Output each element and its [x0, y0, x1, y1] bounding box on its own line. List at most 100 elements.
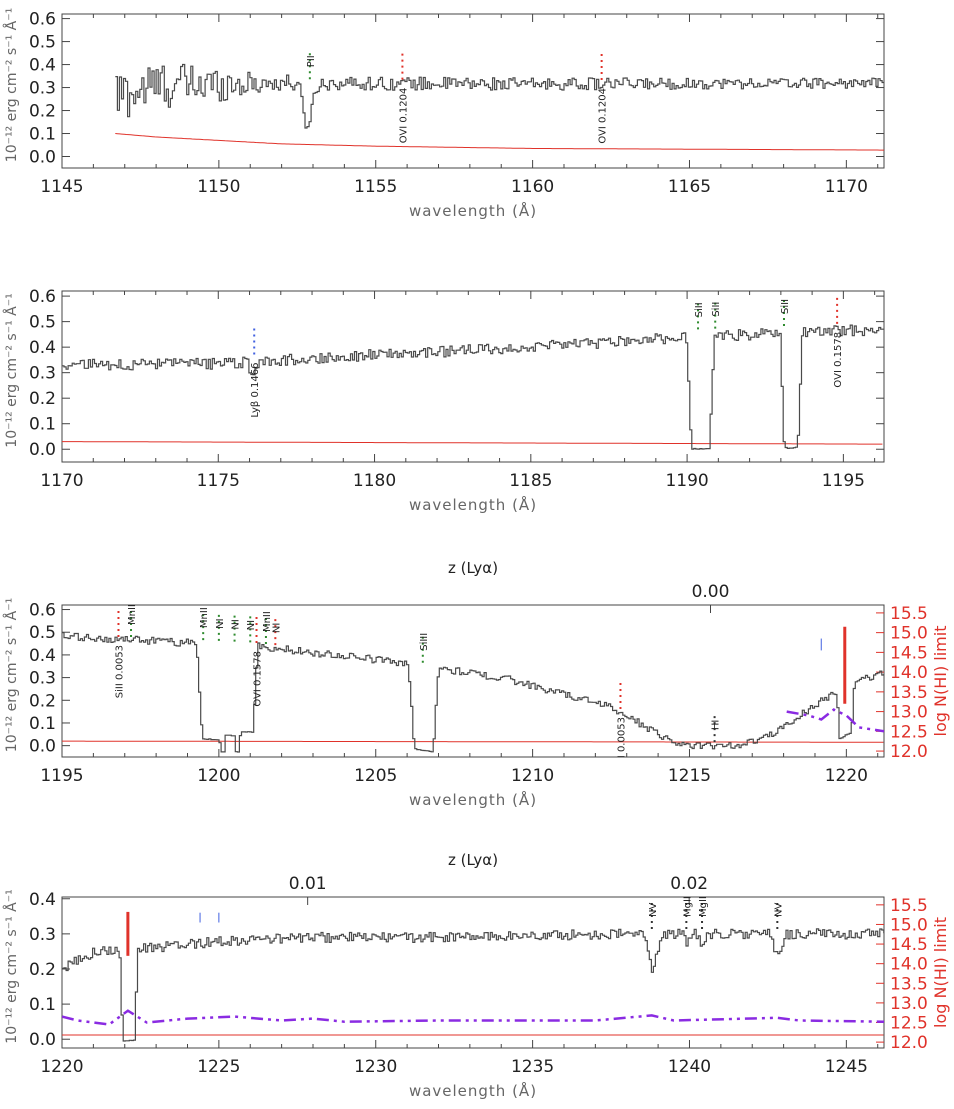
line-id-label: MnII [199, 607, 210, 628]
x-tick-label: 1245 [825, 1057, 868, 1077]
y-axis-label: 10⁻¹² erg cm⁻² s⁻¹ Å⁻¹ [3, 889, 20, 1043]
y-tick-label: 0.3 [29, 669, 56, 689]
x-tick-label: 1220 [825, 766, 868, 786]
error-spectrum [62, 441, 883, 445]
y-tick-label: 0.4 [29, 890, 56, 910]
x-tick-label: 1230 [354, 1057, 397, 1077]
line-id-label: PII [306, 55, 317, 67]
line-id-label: MnII [127, 604, 138, 625]
line-id-label: OVI 0.1204 [398, 88, 409, 144]
line-id-label: NI [246, 620, 257, 630]
y-tick-label: 0.2 [29, 102, 56, 122]
y-tick-label: 0.6 [29, 601, 56, 621]
y-tick-label: 0.2 [29, 691, 56, 711]
top-axis-label: z (Lyα) [448, 559, 498, 577]
y-tick-label: 0.2 [29, 960, 56, 980]
line-id-label: SiII [780, 299, 791, 314]
x-tick-label: 1170 [825, 177, 868, 197]
x-tick-label: 1195 [40, 766, 83, 786]
flux-spectrum [62, 928, 884, 1042]
error-spectrum [115, 133, 884, 151]
nhi-limit-model [786, 708, 884, 733]
x-tick-label: 1195 [822, 471, 865, 491]
line-id-label: MgII [698, 896, 709, 917]
error-spectrum [62, 740, 884, 743]
x-tick-label: 1225 [197, 1057, 240, 1077]
x-tick-label: 1210 [511, 766, 554, 786]
y-tick-label: 0.5 [29, 33, 56, 53]
flux-spectrum [62, 632, 884, 753]
y-tick-label: 0.4 [29, 646, 56, 666]
x-tick-label: 1190 [665, 471, 708, 491]
y-tick-label: 0.4 [29, 56, 56, 76]
right-tick-label: 14.5 [890, 643, 928, 663]
right-tick-label: 14.0 [890, 955, 928, 975]
top-tick-label: 0.00 [692, 582, 730, 602]
y-tick-label: 0.3 [29, 925, 56, 945]
x-axis-label: wavelength (Å) [409, 790, 537, 809]
plot-frame [61, 13, 885, 169]
top-axis-label: z (Lyα) [448, 851, 498, 869]
y-tick-label: 0.1 [29, 415, 56, 435]
right-tick-label: 13.0 [890, 994, 928, 1014]
y-tick-label: 0.3 [29, 364, 56, 384]
line-id-label: SiII [711, 302, 722, 317]
x-axis-label: wavelength (Å) [409, 1081, 537, 1100]
plot-area: NV MgII MgII NV [62, 896, 884, 1042]
y-tick-label: 0.5 [29, 623, 56, 643]
y-tick-label: 0.6 [29, 287, 56, 307]
right-tick-label: 15.0 [890, 624, 928, 644]
line-id-label: OVI 0.1204 [598, 88, 609, 144]
y-tick-label: 0.5 [29, 313, 56, 333]
top-tick-label: 0.02 [670, 874, 708, 894]
x-tick-label: 1175 [197, 471, 240, 491]
right-tick-label: 13.0 [890, 703, 928, 723]
flux-spectrum [115, 63, 884, 129]
right-tick-label: 14.0 [890, 663, 928, 683]
right-tick-label: 12.5 [890, 722, 928, 742]
x-tick-label: 1235 [511, 1057, 554, 1077]
x-tick-label: 1205 [354, 766, 397, 786]
y-tick-label: 0.4 [29, 338, 56, 358]
line-id-label: HI [711, 720, 722, 730]
right-axis-label: log N(HI) limit [931, 917, 950, 1028]
x-tick-label: 1145 [40, 177, 83, 197]
plot-frame [61, 290, 885, 463]
line-id-label: MgII [682, 896, 693, 917]
line-id-label: NV [648, 903, 659, 917]
y-tick-label: 0.3 [29, 79, 56, 99]
y-axis-label: 10⁻¹² erg cm⁻² s⁻¹ Å⁻¹ [3, 598, 20, 752]
x-tick-label: 1185 [509, 471, 552, 491]
x-tick-label: 1170 [40, 471, 83, 491]
right-tick-label: 12.0 [890, 742, 928, 762]
line-id-label: SiIII 0.0053 [616, 717, 627, 773]
x-axis-label: wavelength (Å) [409, 495, 537, 514]
panel-1: 1145 1150 1155 1160 1165 1170 0.0 0.1 0.2 0.3 0.4 0… [3, 8, 885, 220]
x-tick-label: 1200 [197, 766, 240, 786]
y-tick-label: 0.2 [29, 389, 56, 409]
y-tick-label: 0.0 [29, 1030, 56, 1050]
line-id-label: NV [773, 903, 784, 917]
line-id-label: NI [215, 618, 226, 628]
line-id-label: OVI 0.1578 [253, 651, 264, 707]
y-tick-label: 0.1 [29, 714, 56, 734]
right-axis-label: log N(HI) limit [931, 626, 950, 737]
x-tick-label: 1220 [40, 1057, 83, 1077]
line-id-label: Lyβ 0.1466 [250, 363, 261, 418]
x-tick-label: 1150 [197, 177, 240, 197]
panel-3: 1195 1200 1205 1210 1215 1220 0.0 0.1 0.20.3 0.4 0… [3, 559, 950, 809]
x-tick-label: 1180 [353, 471, 396, 491]
x-tick-label: 1155 [354, 177, 397, 197]
y-tick-label: 0.0 [29, 440, 56, 460]
right-tick-label: 13.5 [890, 683, 928, 703]
top-tick-label: 0.01 [289, 874, 327, 894]
line-id-label: OVI 0.1578 [833, 332, 844, 388]
y-tick-label: 0.0 [29, 737, 56, 757]
y-tick-label: 0.6 [29, 10, 56, 30]
line-id-label: SiIII [419, 633, 430, 651]
right-tick-label: 12.5 [890, 1014, 928, 1034]
y-tick-label: 0.1 [29, 995, 56, 1015]
line-id-label: SiII 0.0053 [114, 645, 125, 698]
